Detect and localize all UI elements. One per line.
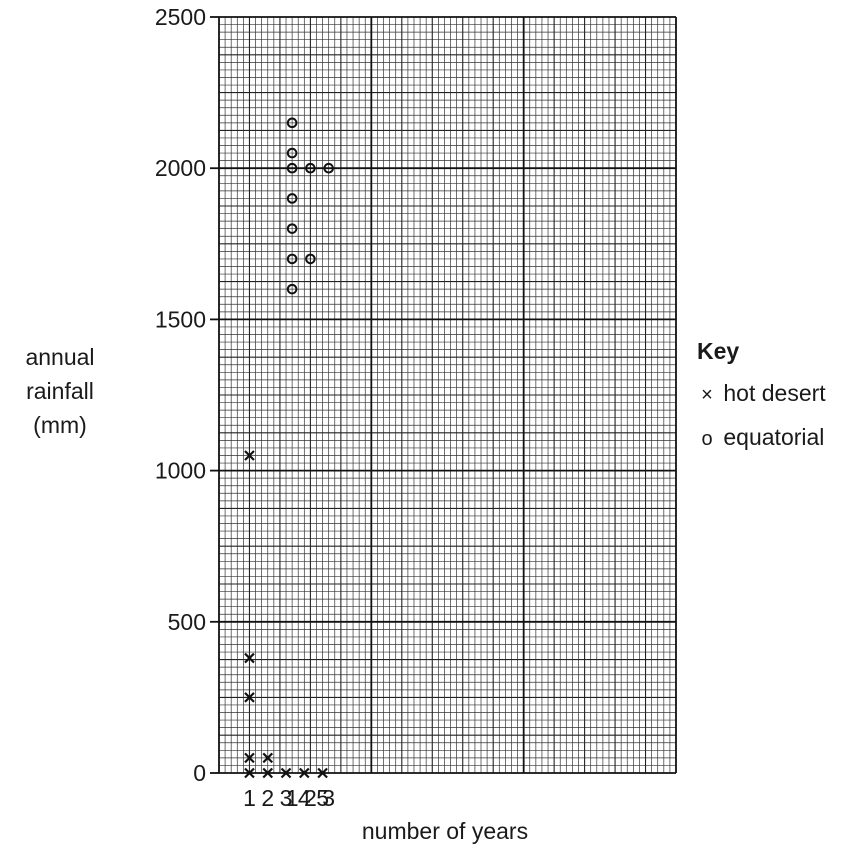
- y-tick-label: 1500: [155, 306, 206, 332]
- x-tick-label: 2: [304, 785, 317, 811]
- x-tick-label: 5: [316, 785, 329, 811]
- cross-stroke: [299, 767, 310, 779]
- cross-stroke: [244, 652, 255, 664]
- major-grid: [218, 16, 677, 774]
- y-axis-label-line-1: annual: [25, 344, 95, 370]
- equatorial-point: [286, 223, 298, 234]
- hot-desert-point: [244, 450, 255, 461]
- hot-desert-point: [299, 767, 310, 779]
- x-axis-label: number of years: [361, 818, 529, 844]
- equatorial-point: [286, 193, 298, 204]
- y-tick-label: 0: [193, 760, 206, 786]
- x-tick-label: 1: [243, 785, 256, 811]
- y-axis-ticks: 0 500 1000 1500 2000 2500: [155, 4, 219, 786]
- hot-desert-point: [317, 767, 328, 779]
- mid-grid: [219, 17, 676, 773]
- cross-stroke: [244, 692, 255, 703]
- cross-stroke: [317, 767, 328, 779]
- y-tick-label: 500: [168, 609, 206, 635]
- legend-item-equatorial: o equatorial: [697, 422, 824, 454]
- cross-stroke: [280, 767, 292, 779]
- y-tick-label: 2500: [155, 4, 206, 30]
- equatorial-point: [305, 162, 316, 174]
- equatorial-point: [286, 162, 298, 174]
- legend-title: Key: [697, 338, 740, 364]
- y-axis-label-line-3: (mm): [33, 412, 87, 438]
- x-tick-label: 3: [280, 785, 293, 811]
- equatorial-point: [323, 162, 334, 174]
- hot-desert-point: [244, 752, 255, 764]
- cross-stroke: [262, 752, 274, 764]
- equatorial-point: [286, 147, 298, 159]
- x-tick-label: 1: [286, 785, 299, 811]
- cross-stroke: [244, 450, 255, 461]
- x-tick-label: 4: [298, 785, 311, 811]
- hot-desert-point: [262, 767, 274, 779]
- cross-stroke: [244, 767, 255, 779]
- hot-desert-point: [262, 752, 274, 764]
- x-tick-label: 3: [322, 785, 335, 811]
- equatorial-point: [305, 253, 316, 265]
- y-tick-label: 1000: [155, 458, 206, 484]
- y-axis-label-line-2: rainfall: [26, 378, 94, 404]
- circle-marker-icon: o: [701, 428, 713, 450]
- hot-desert-point: [244, 692, 255, 703]
- legend-item-hot-desert: × hot desert: [697, 378, 826, 410]
- equatorial-point: [286, 283, 298, 295]
- cross-marker-icon: ×: [701, 384, 713, 406]
- hot-desert-point: [244, 767, 255, 779]
- x-axis-ticks: 1 2 3 4 51 2 3: [243, 785, 335, 811]
- equatorial-point: [286, 253, 298, 265]
- data-points: [244, 117, 334, 779]
- x-tick-label: 2: [261, 785, 274, 811]
- hot-desert-point: [280, 767, 292, 779]
- legend-label-equatorial: equatorial: [723, 424, 825, 450]
- legend-label-hot-desert: hot desert: [723, 380, 826, 406]
- cross-stroke: [244, 752, 255, 764]
- hot-desert-point: [244, 652, 255, 664]
- cross-stroke: [262, 767, 274, 779]
- equatorial-point: [286, 117, 298, 129]
- y-tick-label: 2000: [155, 155, 206, 181]
